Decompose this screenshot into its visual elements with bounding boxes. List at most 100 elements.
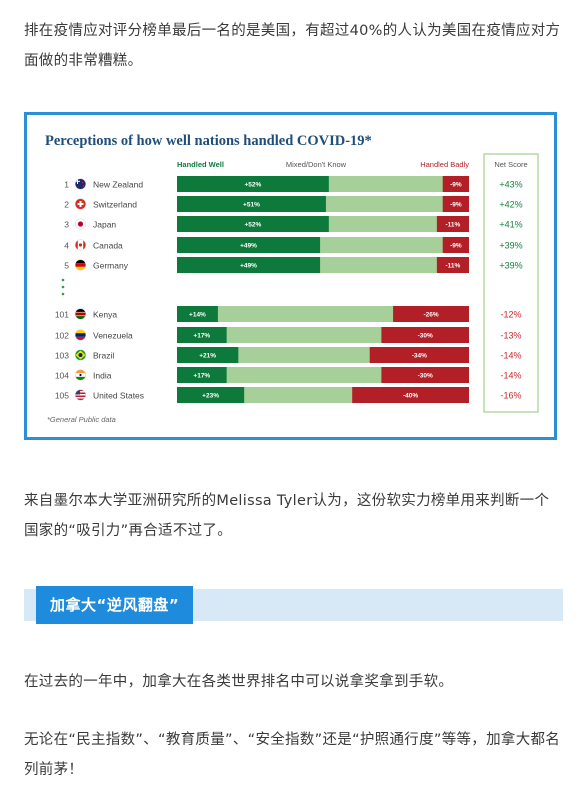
net-score-value: +41% [499,220,522,230]
country-label: Japan [93,220,116,230]
flag-stripe [75,259,86,264]
rank-label: 3 [64,220,69,230]
rank-label: 5 [64,261,69,271]
net-score-value: +43% [499,180,522,190]
flag-outline [74,349,87,361]
bar-handled-badly [436,216,469,232]
net-score-value: -14% [500,371,521,381]
flag-outline [74,239,87,251]
well-value-label: +52% [245,182,262,189]
chart-row-canada: 4 Canada +49% -9% +39% [64,237,523,253]
well-value-label: +52% [245,222,262,229]
japan-flag-icon [75,218,86,230]
bar-handled-well [177,347,239,363]
well-value-label: +14% [189,312,206,319]
flag-stripe [75,395,86,397]
united-states-flag-icon [75,389,86,401]
chart-footnote: *General Public data [47,415,116,424]
badly-value-label: -40% [403,393,418,400]
brazil-flag-icon [75,349,86,361]
well-value-label: +49% [240,243,257,250]
net-score-value: +39% [499,261,522,271]
ellipsis-dot [61,278,65,282]
flag-stripe [75,336,86,341]
chart-frame: Perceptions of how well nations handled … [24,112,557,440]
flag-star [82,185,85,187]
bar-handled-badly [442,196,469,212]
germany-flag-icon [75,259,86,271]
country-label: New Zealand [93,180,143,190]
india-flag-icon [75,369,86,381]
bar-handled-well [177,327,227,343]
paragraph-us-last-place: 排在疫情应对评分榜单最后一名的是美国，有超过40%的人认为美国在疫情应对方面做的… [24,23,561,69]
chart-row-switzerland: 2 Switzerland +51% -9% +42% [64,196,523,212]
badly-value-label: -11% [446,222,461,229]
flag-stripe [75,239,78,251]
well-value-label: +49% [240,263,257,270]
flag-outline [74,259,87,271]
country-label: Germany [93,261,129,271]
net-score-value: -13% [500,331,521,341]
badly-value-label: -26% [423,312,438,319]
flag-stripe [75,369,86,374]
flag-outline [74,389,87,401]
chart-row-brazil: 103 Brazil +21% -34% -14% [55,347,522,363]
bar-handled-well [177,196,326,212]
well-value-label: +21% [199,353,216,360]
chart-row-india: 104 India +17% -30% -14% [55,367,522,383]
badly-value-label: -30% [418,333,433,340]
rank-label: 102 [55,331,69,341]
badly-value-label: -9% [450,202,462,209]
flag-star [81,181,84,184]
badly-value-label: -9% [450,182,462,189]
bar-handled-badly [369,347,469,363]
bar-handled-well [177,257,321,273]
net-score-value: -16% [500,391,521,401]
chart-title: Perceptions of how well nations handled … [45,133,372,149]
paragraph-canada-awards: 在过去的一年中，加拿大在各类世界排名中可以说拿奖拿到手软。 [24,674,454,690]
flag-canton [75,389,80,395]
net-score-box [483,153,539,413]
flag-stripe [75,266,86,271]
chart-row-new-zealand: 1 New Zealand +52% -9% +43% [64,176,523,192]
bar-handled-well [177,216,329,232]
flag-stripe [75,333,86,337]
country-label: Canada [93,241,123,251]
net-score-value: +42% [499,200,522,210]
section-banner: 加拿大“逆风翻盘” [24,586,563,624]
bar-handled-well [177,237,321,253]
ellipsis-dot [61,285,65,289]
flag-stripe [75,398,86,400]
section-title: 加拿大“逆风翻盘” [36,586,194,624]
rank-label: 103 [55,351,69,361]
flag-stripe [75,389,86,391]
flag-globe [78,353,83,357]
flag-outline [74,369,87,381]
rank-label: 1 [64,180,69,190]
country-label: United States [93,391,144,401]
well-value-label: +17% [193,333,210,340]
flag-outline [74,198,87,210]
new-zealand-flag-icon [75,178,86,190]
bar-handled-well [177,367,227,383]
well-value-label: +17% [193,373,210,380]
country-label: Switzerland [93,200,137,210]
flag-stripe [75,312,86,316]
flag-stripe [75,392,86,394]
header-handled-badly: Handled Badly [420,160,469,169]
country-label: Venezuela [93,331,133,341]
flag-sun [77,221,84,227]
switzerland-flag-icon [75,198,86,210]
flag-stripe [75,308,86,312]
bar-handled-well [177,306,218,322]
flag-cross [77,178,78,184]
paragraph-melissa-tyler: 来自墨尔本大学亚洲研究所的Melissa Tyler认为，这份软实力榜单用来判断… [24,493,550,539]
ellipsis-dot [61,292,65,296]
flag-stripe [75,376,86,381]
header-handled-well: Handled Well [177,160,224,169]
chart-row-venezuela: 102 Venezuela +17% -30% -13% [55,327,522,343]
country-label: India [93,371,112,381]
chart-row-germany: 5 Germany +49% -11% +39% [64,257,523,273]
flag-leaf [78,243,83,247]
header-net-score: Net Score [494,160,527,169]
